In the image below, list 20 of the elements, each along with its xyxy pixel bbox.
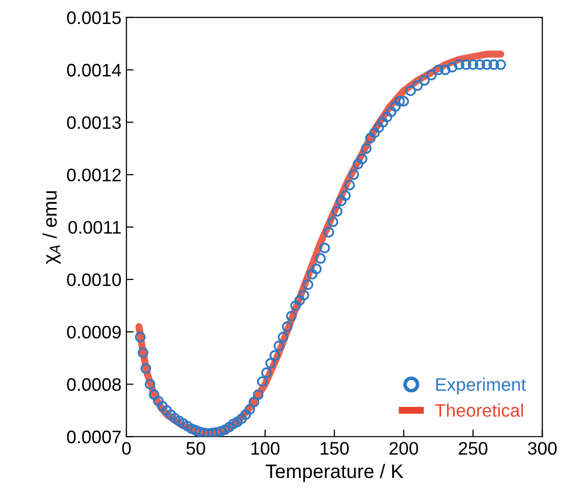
x-tick-label: 0 — [122, 442, 131, 455]
y-tick-label: 0.0011 — [68, 220, 121, 234]
x-tick-label: 250 — [458, 442, 488, 455]
y-tick-label: 0.0014 — [67, 64, 122, 77]
y-tick-label: 0.0008 — [67, 378, 121, 391]
y-tick-label: 0.0007 — [67, 430, 121, 444]
legend-label: Theoretical — [435, 404, 523, 417]
x-tick-label: 150 — [320, 442, 349, 455]
y-tick-label: 0.0010 — [67, 273, 121, 286]
legend-label: Experiment — [436, 378, 526, 395]
x-tick-label: 300 — [528, 442, 557, 455]
y-tick-label: 0.0015 — [67, 11, 121, 24]
y-axis-title: χ$_{A}$ / emu — [42, 191, 61, 264]
x-axis-title: Temperature / K — [266, 464, 404, 482]
y-tick-label: 0.0013 — [67, 116, 121, 129]
x-tick-label: 100 — [251, 442, 280, 455]
x-tick-label: 200 — [390, 442, 418, 455]
x-tick-label: 50 — [186, 442, 206, 455]
y-tick-label: 0.0009 — [67, 326, 121, 339]
y-tick-label: 0.0012 — [67, 168, 121, 182]
